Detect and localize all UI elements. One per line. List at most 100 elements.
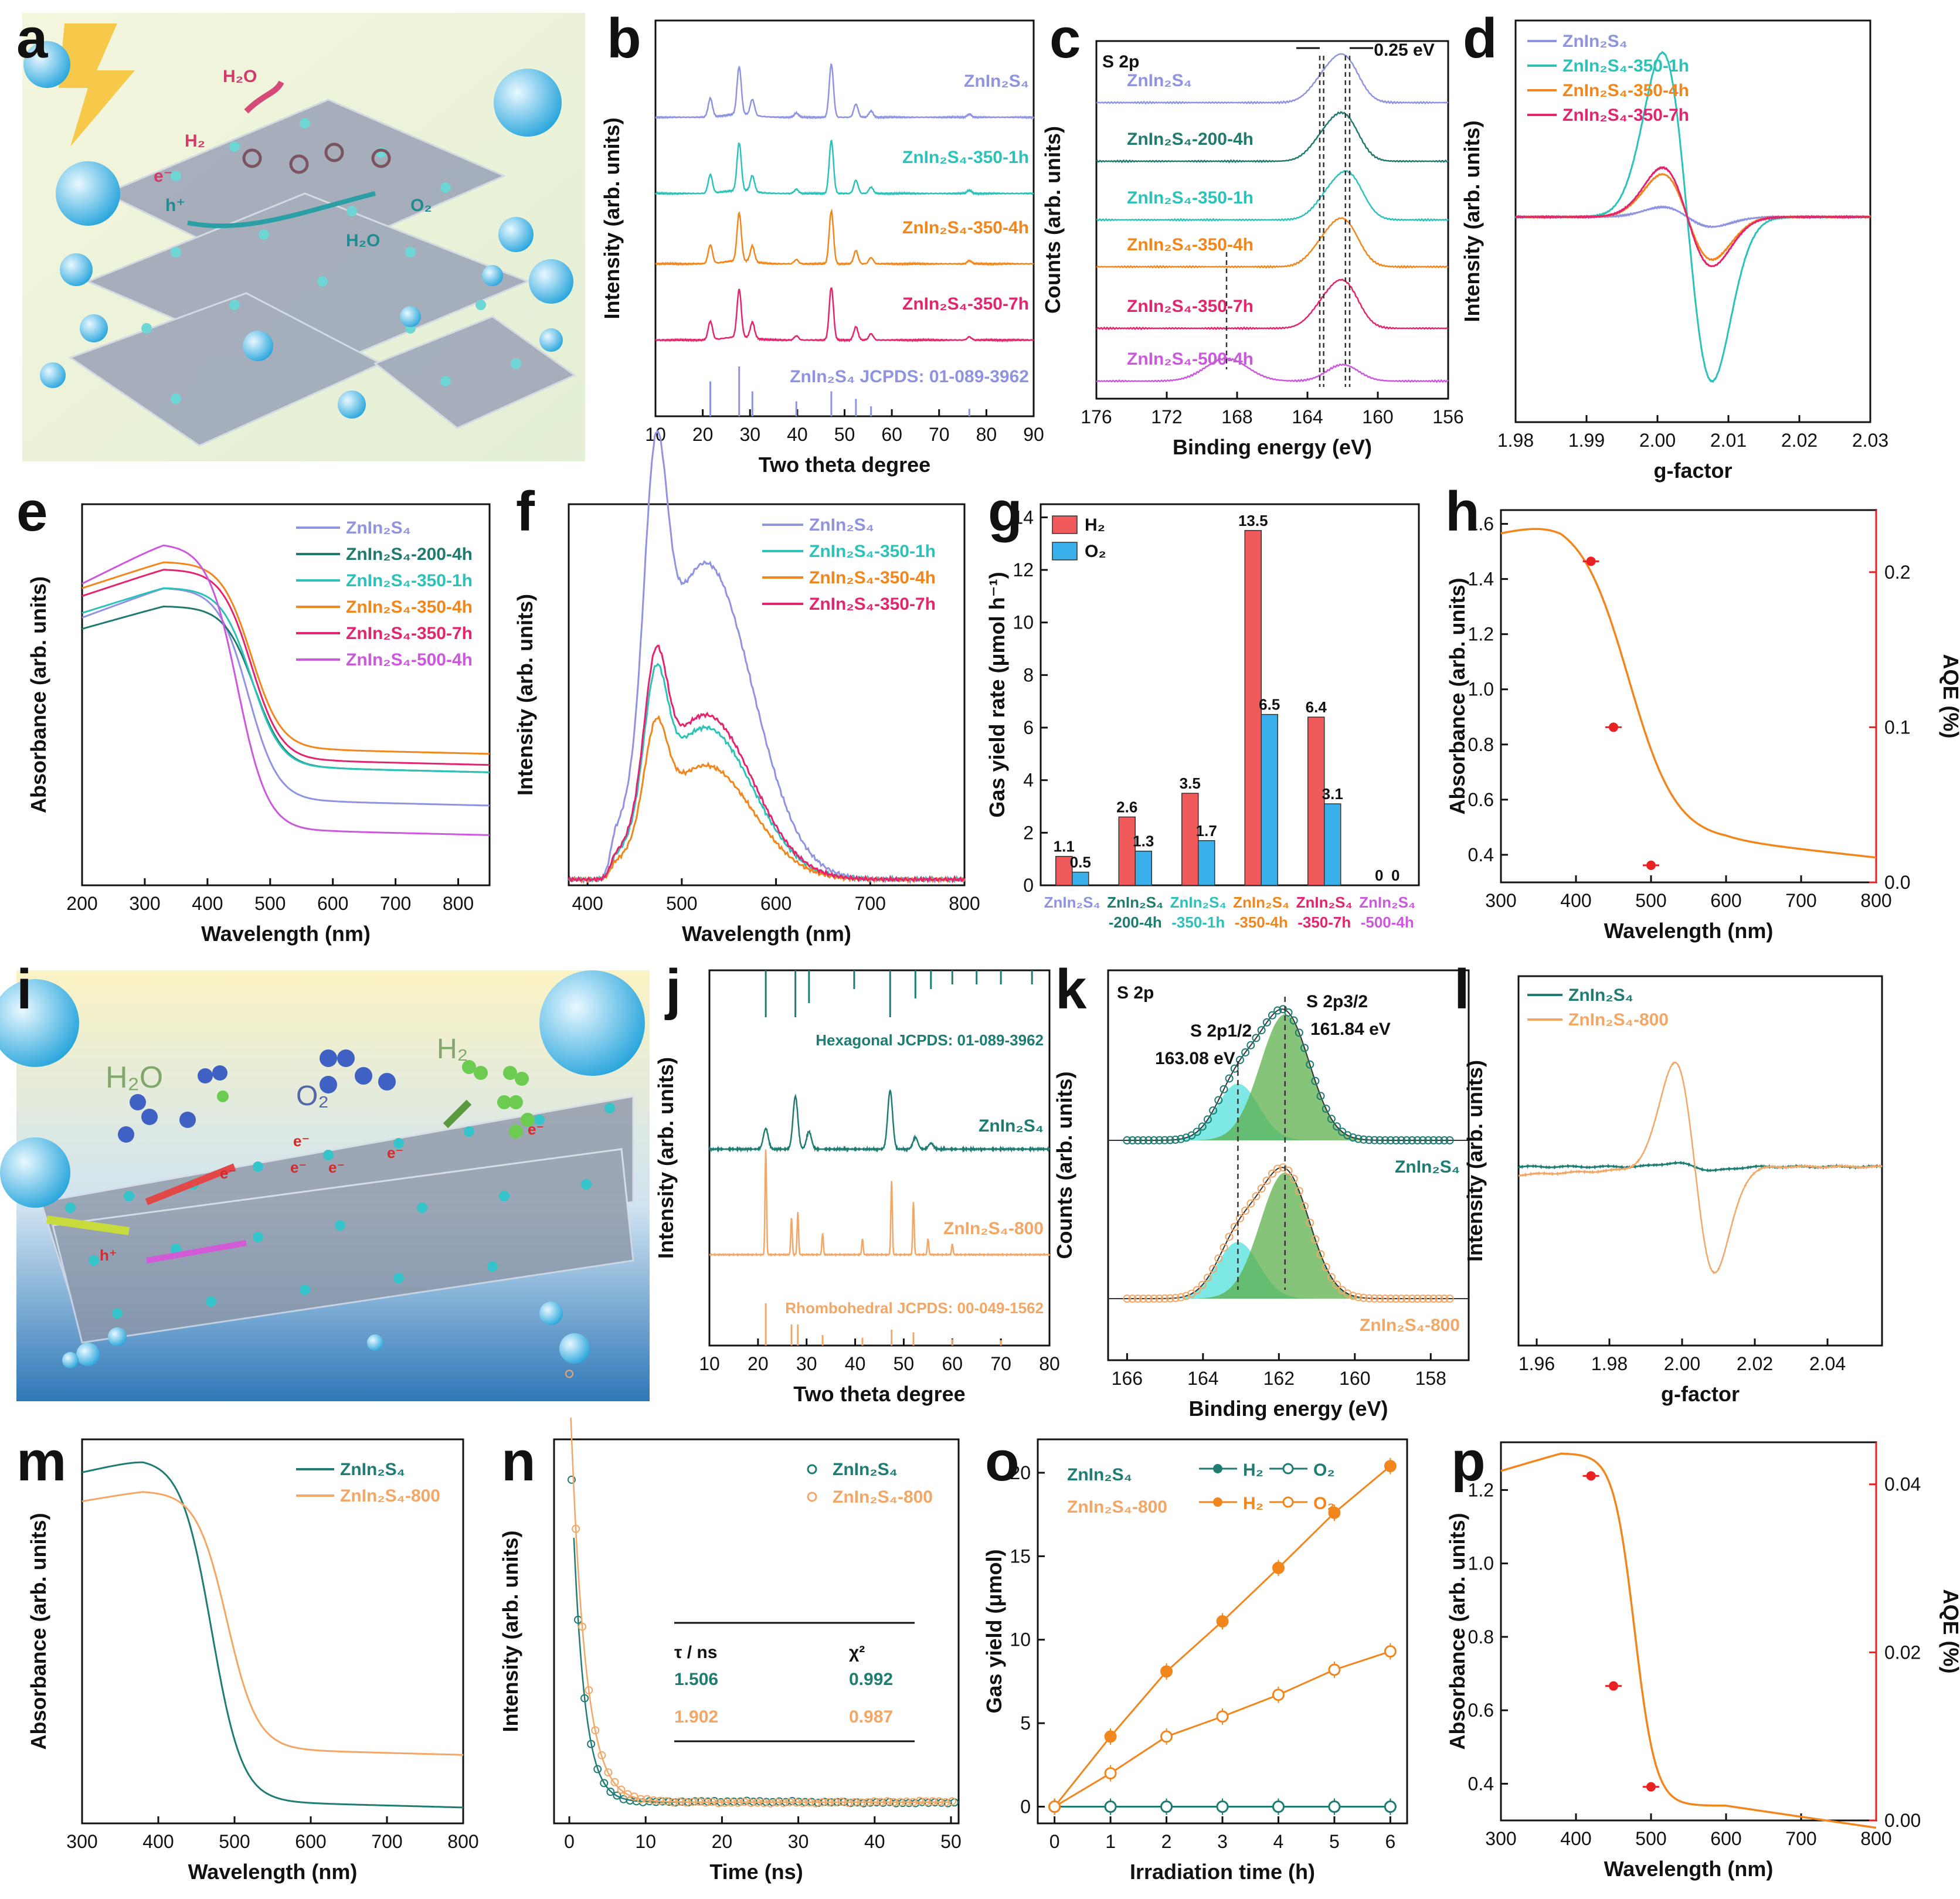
category-sublabel: -350-4h: [1235, 913, 1288, 931]
x-tick-label: 1: [1105, 1831, 1116, 1852]
x-tick-label: 400: [572, 893, 603, 914]
uvvis-legend-label: ZnIn₂S₄-500-4h: [346, 650, 473, 670]
yield-legend-marker: [1282, 1463, 1294, 1475]
y-axis-label-g: Gas yield rate (μmol h⁻¹): [985, 572, 1009, 817]
chart-m: 300 400 500 600 700 800 Wavelength (nm) Absorba…: [26, 1438, 479, 1884]
xps-data-point: [1375, 1294, 1384, 1303]
i-electron-4: e⁻: [328, 1159, 345, 1176]
xrd-series-label: ZnIn₂S₄-350-4h: [902, 218, 1029, 237]
panel-letter-d: d: [1463, 7, 1497, 70]
x-tick-label: 800: [443, 893, 474, 914]
yield-point: [1384, 1645, 1397, 1658]
xps-data-point: [1408, 1294, 1417, 1303]
xps-data-point: [1155, 1294, 1164, 1303]
xps-data-point: [1220, 1085, 1228, 1093]
xps-data-point: [1440, 1136, 1449, 1144]
y-tick-label: 1.2: [1468, 1479, 1494, 1500]
panel-letter-b: b: [607, 7, 641, 70]
x-tick-label: 10: [699, 1353, 720, 1374]
table-header: χ²: [849, 1643, 865, 1662]
aqe-point-2: [1646, 860, 1656, 870]
xrd-series-2: [655, 208, 1034, 267]
x-tick-label: 300: [1485, 1828, 1516, 1849]
absorbance-curve-p: [1500, 1452, 1877, 1829]
xps-series-label: ZnIn₂S₄: [1127, 71, 1192, 90]
x-tick-label: 90: [1023, 424, 1044, 445]
x-tick-label: 2.02: [1781, 430, 1818, 451]
xps-data-point: [1284, 1008, 1293, 1017]
plot-frame-j: [708, 969, 1051, 1347]
trpl-point: [613, 1791, 621, 1800]
xrd-label-zis: ZnIn₂S₄: [979, 1116, 1044, 1136]
trpl-point: [578, 1622, 587, 1631]
x-tick-label: 1.99: [1568, 430, 1605, 451]
panel-letter-g: g: [988, 480, 1023, 543]
trpl-point: [604, 1768, 613, 1777]
xps-data-point: [1252, 1192, 1261, 1201]
peak-name-2p32: S 2p3/2: [1306, 992, 1368, 1011]
xps-data-point: [1209, 1106, 1218, 1115]
pl-legend-label: ZnIn₂S₄-350-4h: [809, 568, 936, 587]
y-axis-label-n: Intensity (arb. units): [498, 1530, 522, 1732]
x-tick-label: 172: [1151, 406, 1182, 427]
xrd-series-800: [709, 1149, 1051, 1258]
x-tick-label: 500: [254, 893, 286, 914]
xps-data-point: [1241, 1206, 1250, 1215]
xps-data-point: [1386, 1294, 1395, 1303]
bar-H₂-2: [1181, 793, 1199, 886]
x-tick-label: 500: [219, 1831, 250, 1852]
bar-value-label: 2.6: [1116, 798, 1137, 816]
x-tick-label: 20: [692, 424, 714, 445]
x-tick-label: 30: [796, 1353, 817, 1374]
xps-data-point: [1123, 1136, 1132, 1144]
yield-legend-marker: [1213, 1497, 1222, 1507]
i-electron-2: e⁻: [293, 1132, 310, 1150]
xps-data-point: [1402, 1294, 1411, 1303]
x-tick-label: 50: [894, 1353, 915, 1374]
xps-data-point: [1214, 1254, 1223, 1263]
y-tick-label: 0.04: [1884, 1474, 1921, 1495]
trpl-point: [597, 1751, 606, 1759]
yield-point: [1328, 1663, 1341, 1676]
yield-point: [1160, 1730, 1173, 1743]
panel-letter-o: o: [985, 1430, 1020, 1493]
trpl-point: [600, 1779, 609, 1788]
bar-legend-swatch: [1052, 515, 1078, 534]
xps-k-series-label: ZnIn₂S₄-800: [1360, 1316, 1460, 1335]
table-cell: 0.992: [849, 1670, 893, 1689]
x-tick-label: 2.04: [1809, 1353, 1846, 1374]
bar-legend-label: O₂: [1085, 542, 1106, 561]
bar-legend-swatch: [1052, 542, 1078, 560]
x-tick-label: 70: [929, 424, 950, 445]
xps-series-0: [1096, 53, 1449, 105]
x-tick-label: 500: [1635, 1828, 1666, 1849]
y-tick-label: 0.8: [1468, 1626, 1494, 1647]
xps-data-point: [1381, 1136, 1390, 1144]
xps-data-point: [1333, 1280, 1341, 1289]
xps-data-point: [1348, 1133, 1357, 1142]
bar-value-label: 0: [1391, 867, 1399, 884]
xrd-reference-label: ZnIn₂S₄ JCPDS: 01-089-3962: [790, 367, 1029, 386]
x-tick-label: 400: [192, 893, 223, 914]
xps-series-1: [1096, 111, 1449, 164]
xps-series-2: [1096, 169, 1449, 222]
yield-point: [1160, 1801, 1173, 1813]
y-tick-label: 0.8: [1468, 734, 1494, 755]
x-tick-label: 164: [1187, 1368, 1218, 1389]
y-axis-label-p: Absorbance (arb. units): [1445, 1513, 1469, 1749]
bar-value-label: 1.3: [1133, 833, 1154, 850]
pl-legend-label: ZnIn₂S₄-350-1h: [809, 542, 936, 561]
y-axis-label-o: Gas yield (μmol): [982, 1549, 1006, 1713]
trpl-point: [591, 1726, 600, 1735]
yield-point: [1104, 1767, 1117, 1780]
xps-data-point: [1160, 1136, 1169, 1144]
xrd-label-800: ZnIn₂S₄-800: [943, 1219, 1044, 1238]
x-tick-label: 700: [855, 893, 886, 914]
panel-letter-i: i: [16, 958, 32, 1021]
yield-point: [1272, 1801, 1285, 1813]
xps-data-point: [1359, 1293, 1368, 1302]
xrd-series-0: [655, 63, 1035, 120]
x-tick-label: 200: [66, 893, 97, 914]
aqe-point-0: [1586, 556, 1596, 566]
x-tick-label: 400: [1560, 890, 1591, 911]
